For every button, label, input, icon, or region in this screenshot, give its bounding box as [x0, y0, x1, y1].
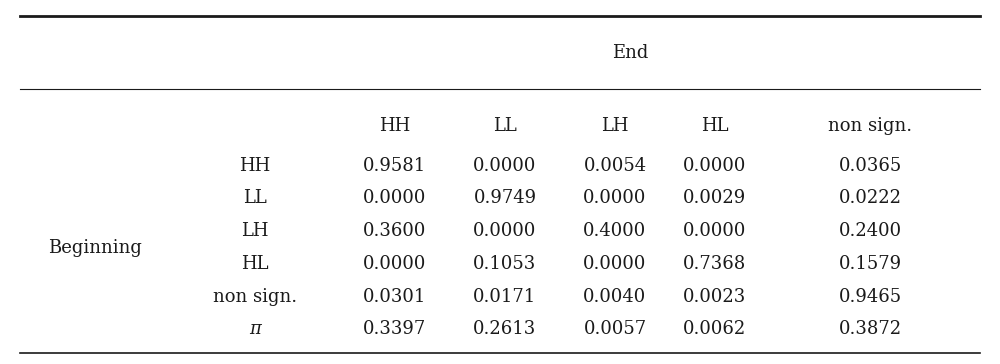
Text: 0.0062: 0.0062 — [683, 320, 747, 339]
Text: 0.0000: 0.0000 — [363, 255, 427, 273]
Text: 0.2400: 0.2400 — [838, 222, 902, 240]
Text: 0.0000: 0.0000 — [473, 222, 537, 240]
Text: 0.3397: 0.3397 — [363, 320, 427, 339]
Text: non sign.: non sign. — [213, 288, 297, 306]
Text: 0.0054: 0.0054 — [583, 157, 647, 175]
Text: 0.0000: 0.0000 — [683, 157, 747, 175]
Text: 0.3600: 0.3600 — [363, 222, 427, 240]
Text: End: End — [612, 44, 648, 62]
Text: 0.0301: 0.0301 — [363, 288, 427, 306]
Text: 0.1579: 0.1579 — [838, 255, 902, 273]
Text: 0.0171: 0.0171 — [473, 288, 537, 306]
Text: Beginning: Beginning — [48, 238, 142, 257]
Text: HH: HH — [239, 157, 271, 175]
Text: 0.0040: 0.0040 — [583, 288, 647, 306]
Text: LH: LH — [241, 222, 269, 240]
Text: LH: LH — [601, 116, 629, 135]
Text: 0.1053: 0.1053 — [473, 255, 537, 273]
Text: 0.0365: 0.0365 — [838, 157, 902, 175]
Text: 0.0057: 0.0057 — [583, 320, 647, 339]
Text: HL: HL — [701, 116, 729, 135]
Text: 0.0222: 0.0222 — [838, 189, 902, 207]
Text: LL: LL — [493, 116, 517, 135]
Text: 0.0029: 0.0029 — [683, 189, 747, 207]
Text: 0.0000: 0.0000 — [683, 222, 747, 240]
Text: non sign.: non sign. — [828, 116, 912, 135]
Text: LL: LL — [243, 189, 267, 207]
Text: HL: HL — [241, 255, 269, 273]
Text: 0.7368: 0.7368 — [683, 255, 747, 273]
Text: 0.0023: 0.0023 — [683, 288, 747, 306]
Text: π: π — [249, 320, 261, 339]
Text: 0.0000: 0.0000 — [583, 255, 647, 273]
Text: 0.2613: 0.2613 — [473, 320, 537, 339]
Text: 0.4000: 0.4000 — [583, 222, 647, 240]
Text: 0.9581: 0.9581 — [363, 157, 427, 175]
Text: 0.0000: 0.0000 — [363, 189, 427, 207]
Text: 0.9465: 0.9465 — [838, 288, 902, 306]
Text: 0.0000: 0.0000 — [583, 189, 647, 207]
Text: 0.9749: 0.9749 — [473, 189, 537, 207]
Text: 0.3872: 0.3872 — [838, 320, 902, 339]
Text: HH: HH — [379, 116, 411, 135]
Text: 0.0000: 0.0000 — [473, 157, 537, 175]
